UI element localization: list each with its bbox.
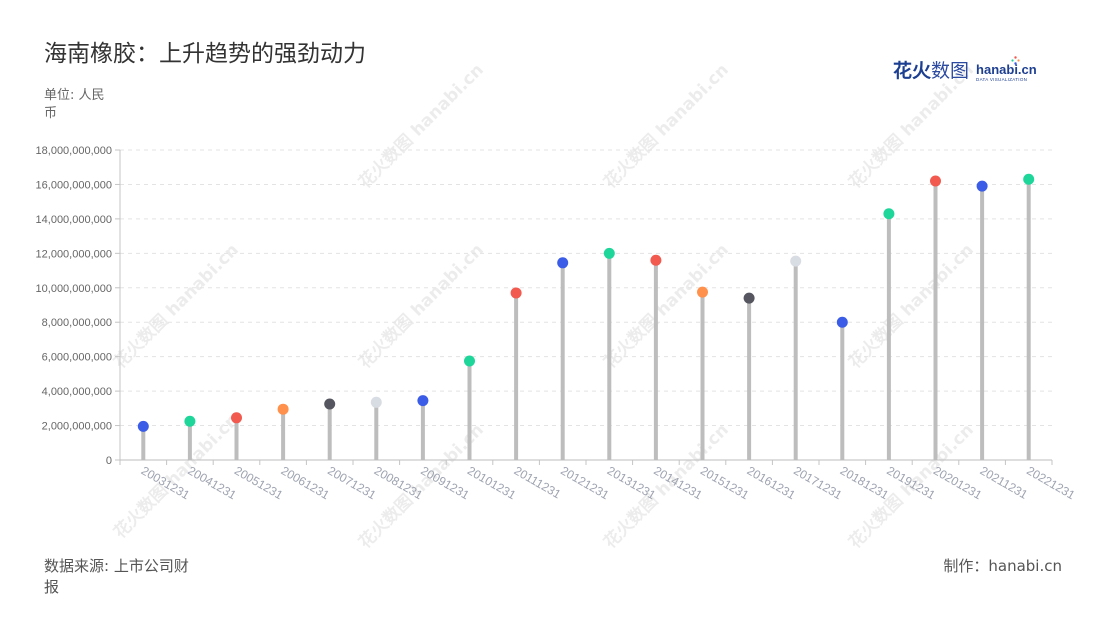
y-tick-label: 14,000,000,000 [36, 214, 112, 226]
y-tick-label: 18,000,000,000 [36, 145, 112, 157]
data-point [370, 396, 382, 408]
x-tick-label: 20121231 [558, 463, 612, 502]
data-point [137, 420, 149, 432]
watermark: 花火数图 hanabi.cn [109, 409, 242, 542]
credit-note: 制作：hanabi.cn [943, 557, 1062, 575]
y-tick-label: 0 [106, 455, 112, 467]
data-point [324, 398, 336, 410]
watermark: 花火数图 hanabi.cn [599, 419, 732, 552]
marks-layer [137, 173, 1035, 460]
watermark: 花火数图 hanabi.cn [354, 239, 487, 372]
x-tick-label: 20181231 [838, 463, 892, 502]
y-tick-label: 12,000,000,000 [36, 248, 112, 260]
data-point [930, 175, 941, 187]
data-point [697, 286, 708, 298]
data-point [277, 403, 289, 415]
y-tick-label: 4,000,000,000 [42, 386, 112, 398]
y-tick-label: 10,000,000,000 [36, 283, 112, 295]
unit-label: 单位: 人民币 [44, 88, 105, 121]
watermark: 花火数图 hanabi.cn [354, 59, 487, 192]
x-tick-label: 20051231 [232, 463, 286, 502]
watermark: 花火数图 hanabi.cn [109, 239, 242, 372]
chart-title: 海南橡胶：上升趋势的强劲动力 [44, 41, 366, 67]
logo-tagline: DATA VISUALIZATION [976, 76, 1028, 82]
x-tick-label: 20071231 [325, 463, 379, 502]
data-point [184, 415, 196, 427]
x-tick-label: 20131231 [605, 463, 659, 502]
data-point [650, 254, 662, 266]
x-tick-label: 20171231 [791, 463, 845, 502]
data-point [510, 287, 522, 299]
data-point [603, 247, 615, 259]
watermark: 花火数图 hanabi.cn [599, 239, 732, 372]
data-point [417, 395, 429, 407]
data-point [836, 316, 848, 328]
logo-cn-light: 数图 [931, 60, 970, 82]
x-tick-label: 20061231 [279, 463, 333, 502]
data-point [464, 355, 475, 367]
data-point [1023, 173, 1035, 185]
y-tick-label: 16,000,000,000 [36, 179, 112, 191]
y-tick-label: 8,000,000,000 [42, 317, 112, 329]
data-point [557, 257, 569, 269]
x-tick-label: 20221231 [1024, 463, 1078, 502]
logo-en: hanabi.cn [976, 61, 1037, 77]
data-source-note: 数据来源: 上市公司财报 [44, 557, 189, 596]
watermark: 花火数图 hanabi.cn [844, 239, 977, 372]
data-point [743, 292, 755, 304]
x-tick-label: 20211231 [978, 463, 1031, 502]
data-point [976, 180, 988, 192]
watermark: 花火数图 hanabi.cn [599, 59, 732, 192]
logo-en-group: hanabi.cn DATA VISUALIZATION [976, 55, 1037, 83]
y-tick-label: 2,000,000,000 [42, 421, 112, 433]
x-tick-label: 20151231 [698, 463, 752, 502]
data-point [790, 255, 802, 267]
x-tick-label: 20111231 [512, 463, 564, 501]
y-tick-label: 6,000,000,000 [42, 352, 112, 364]
data-point [883, 208, 895, 220]
x-tick-label: 20041231 [185, 463, 239, 502]
sparkle-icon [1011, 55, 1020, 65]
data-point [231, 412, 242, 424]
logo-cn-bold: 花火 [893, 60, 932, 82]
grid-layer [120, 149, 1052, 427]
x-tick-label: 20201231 [931, 463, 985, 502]
x-tick-label: 20161231 [745, 463, 799, 502]
brand-logo: 花火 数图 hanabi.cn DATA VISUALIZATION [893, 55, 1037, 84]
x-tick-label: 20101231 [465, 463, 519, 502]
